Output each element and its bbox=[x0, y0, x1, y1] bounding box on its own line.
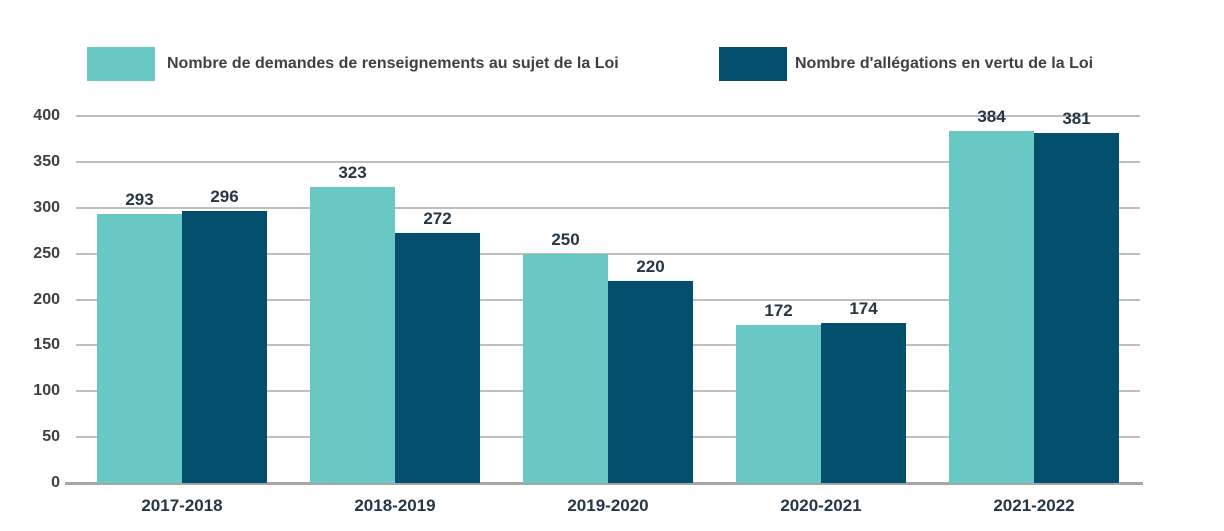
y-axis-tick-label: 50 bbox=[42, 428, 60, 446]
y-axis-tick-label: 350 bbox=[33, 152, 60, 170]
x-axis-category-label: 2021-2022 bbox=[993, 496, 1075, 515]
bar-allegations bbox=[821, 323, 906, 483]
bar-demandes bbox=[97, 214, 182, 483]
bar-allegations bbox=[395, 233, 480, 483]
bar-allegations bbox=[182, 211, 267, 483]
y-axis-tick-label: 150 bbox=[33, 336, 60, 354]
legend-label-demandes: Nombre de demandes de renseignements au … bbox=[167, 55, 619, 72]
bar-value-label: 250 bbox=[551, 229, 580, 249]
y-axis-tick-label: 0 bbox=[51, 474, 60, 491]
legend-swatch-darkblue-icon bbox=[719, 47, 787, 81]
bar-value-label: 272 bbox=[423, 209, 452, 229]
x-axis-category-label: 2020-2021 bbox=[780, 496, 862, 515]
bar-demandes bbox=[736, 325, 821, 483]
y-axis-tick-label: 300 bbox=[33, 198, 60, 216]
bar-demandes bbox=[949, 130, 1034, 483]
bar-value-label: 296 bbox=[210, 187, 239, 207]
y-axis-tick-label: 100 bbox=[33, 382, 60, 400]
bar-value-label: 381 bbox=[1062, 109, 1091, 129]
gridline bbox=[76, 160, 1140, 163]
bar-value-label: 172 bbox=[764, 301, 793, 321]
x-axis-category-label: 2018-2019 bbox=[354, 496, 436, 515]
bar-value-label: 323 bbox=[338, 162, 367, 182]
bar-value-label: 384 bbox=[977, 106, 1006, 126]
gridline bbox=[76, 252, 1140, 255]
bar-value-label: 174 bbox=[849, 299, 878, 319]
legend-label-allegations: Nombre d'allégations en vertu de la Loi bbox=[795, 55, 1094, 72]
gridline bbox=[76, 206, 1140, 209]
bar-allegations bbox=[1034, 133, 1119, 483]
x-axis-line bbox=[65, 482, 1143, 485]
bar-value-label: 220 bbox=[636, 257, 665, 277]
legend-swatch-teal-icon bbox=[87, 47, 155, 81]
bar-value-label: 293 bbox=[125, 190, 154, 210]
bar-demandes bbox=[310, 186, 395, 483]
y-axis-tick-label: 250 bbox=[33, 244, 60, 262]
y-axis-tick-label: 400 bbox=[33, 107, 60, 124]
x-axis-category-label: 2017-2018 bbox=[141, 496, 223, 515]
x-axis-category-label: 2019-2020 bbox=[567, 496, 649, 515]
bar-demandes bbox=[523, 253, 608, 483]
gridline bbox=[76, 115, 1140, 117]
y-axis-tick-label: 200 bbox=[33, 290, 60, 308]
bar-allegations bbox=[608, 281, 693, 483]
